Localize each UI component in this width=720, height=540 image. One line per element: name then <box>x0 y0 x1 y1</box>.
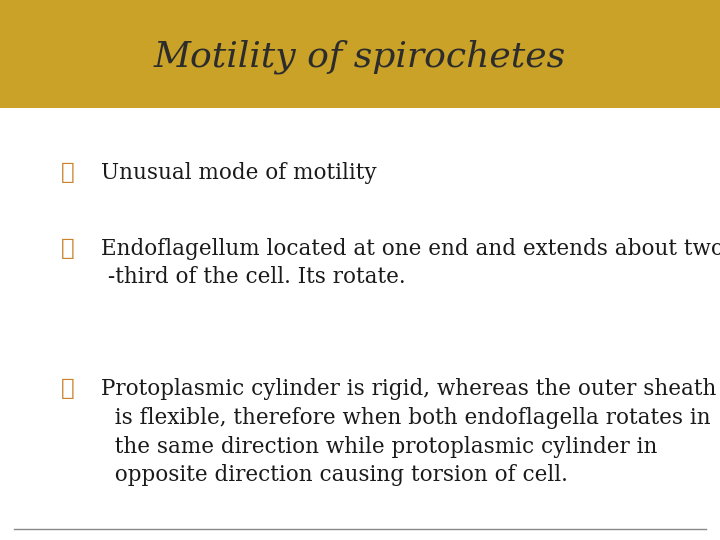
Text: Endoflagellum located at one end and extends about two
 -third of the cell. Its : Endoflagellum located at one end and ext… <box>101 238 720 288</box>
FancyBboxPatch shape <box>0 0 720 108</box>
Text: ⸬: ⸬ <box>61 378 75 400</box>
Text: ⸬: ⸬ <box>61 162 75 184</box>
Text: ⸬: ⸬ <box>61 238 75 260</box>
Text: Motility of spirochetes: Motility of spirochetes <box>154 39 566 74</box>
Text: Protoplasmic cylinder is rigid, whereas the outer sheath
  is flexible, therefor: Protoplasmic cylinder is rigid, whereas … <box>101 378 716 487</box>
Text: Unusual mode of motility: Unusual mode of motility <box>101 162 377 184</box>
